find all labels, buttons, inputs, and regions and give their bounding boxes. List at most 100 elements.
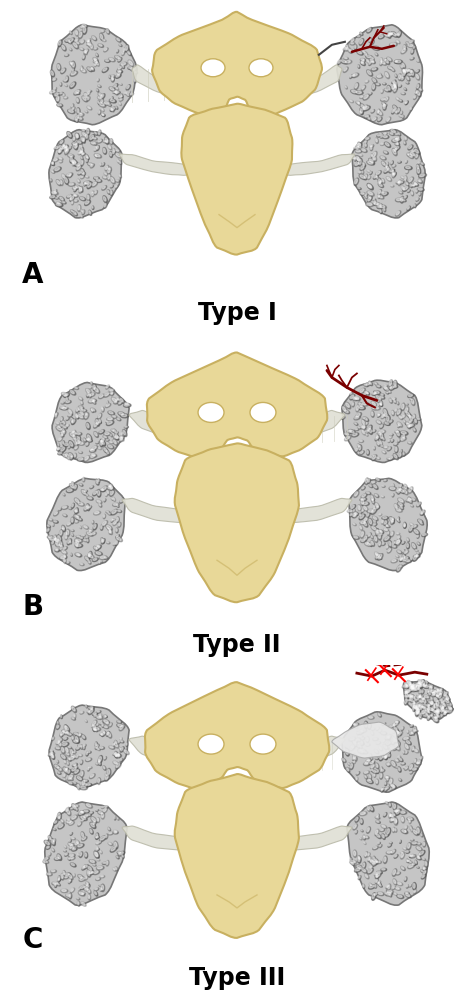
Ellipse shape: [76, 143, 78, 146]
Ellipse shape: [76, 432, 81, 434]
Ellipse shape: [384, 33, 389, 36]
Ellipse shape: [397, 142, 399, 146]
Ellipse shape: [51, 539, 55, 543]
Ellipse shape: [46, 873, 52, 876]
Ellipse shape: [386, 414, 388, 417]
Ellipse shape: [356, 143, 362, 148]
Ellipse shape: [364, 107, 369, 110]
Ellipse shape: [98, 97, 101, 99]
Ellipse shape: [64, 80, 68, 82]
Ellipse shape: [52, 542, 54, 544]
Ellipse shape: [91, 142, 96, 145]
Ellipse shape: [81, 760, 83, 764]
Ellipse shape: [355, 429, 359, 431]
Ellipse shape: [362, 86, 365, 89]
Ellipse shape: [59, 158, 62, 160]
Ellipse shape: [341, 416, 344, 418]
Ellipse shape: [353, 850, 357, 857]
Ellipse shape: [72, 804, 75, 808]
Ellipse shape: [448, 708, 453, 711]
Ellipse shape: [80, 526, 81, 528]
Ellipse shape: [358, 159, 363, 167]
Ellipse shape: [60, 731, 64, 736]
Ellipse shape: [99, 841, 101, 843]
Ellipse shape: [358, 102, 361, 106]
Ellipse shape: [353, 742, 357, 747]
Ellipse shape: [70, 196, 73, 200]
Ellipse shape: [77, 141, 81, 144]
Ellipse shape: [366, 744, 369, 746]
Ellipse shape: [86, 783, 92, 786]
Ellipse shape: [417, 866, 419, 868]
Ellipse shape: [82, 96, 88, 102]
Ellipse shape: [72, 736, 73, 740]
Ellipse shape: [406, 411, 411, 417]
Ellipse shape: [398, 180, 401, 186]
Ellipse shape: [93, 728, 101, 732]
Ellipse shape: [113, 429, 116, 432]
Ellipse shape: [420, 522, 422, 524]
Ellipse shape: [128, 60, 134, 67]
Ellipse shape: [360, 514, 361, 516]
Ellipse shape: [95, 743, 97, 746]
Ellipse shape: [369, 485, 372, 487]
Ellipse shape: [403, 69, 405, 73]
Ellipse shape: [69, 777, 73, 780]
Ellipse shape: [443, 704, 445, 708]
Ellipse shape: [103, 177, 106, 179]
Ellipse shape: [367, 806, 369, 810]
Ellipse shape: [103, 435, 108, 439]
Ellipse shape: [109, 746, 115, 749]
Ellipse shape: [403, 420, 405, 422]
Ellipse shape: [410, 694, 414, 698]
Ellipse shape: [109, 842, 111, 844]
Ellipse shape: [76, 516, 80, 518]
Ellipse shape: [94, 511, 99, 514]
Ellipse shape: [64, 767, 67, 772]
Ellipse shape: [378, 414, 380, 416]
Ellipse shape: [369, 761, 375, 764]
Ellipse shape: [69, 854, 75, 857]
Ellipse shape: [387, 532, 389, 534]
Ellipse shape: [105, 834, 108, 839]
Ellipse shape: [55, 198, 58, 200]
Ellipse shape: [409, 415, 410, 418]
Ellipse shape: [370, 145, 374, 148]
Ellipse shape: [381, 868, 387, 871]
Ellipse shape: [76, 808, 78, 811]
Ellipse shape: [54, 192, 56, 194]
Ellipse shape: [69, 508, 72, 510]
Ellipse shape: [95, 745, 98, 748]
Ellipse shape: [410, 686, 414, 691]
Ellipse shape: [101, 31, 104, 32]
Ellipse shape: [82, 152, 83, 155]
Ellipse shape: [375, 879, 378, 884]
Ellipse shape: [407, 731, 408, 733]
Ellipse shape: [89, 766, 91, 767]
Ellipse shape: [414, 530, 418, 533]
Ellipse shape: [378, 195, 379, 198]
Ellipse shape: [394, 731, 399, 738]
Ellipse shape: [443, 710, 448, 713]
Ellipse shape: [79, 113, 82, 114]
Ellipse shape: [422, 690, 424, 695]
Ellipse shape: [68, 880, 70, 882]
Ellipse shape: [357, 36, 361, 38]
Ellipse shape: [118, 402, 122, 405]
Ellipse shape: [369, 485, 373, 488]
Ellipse shape: [81, 401, 82, 404]
Ellipse shape: [63, 93, 65, 97]
Ellipse shape: [83, 865, 89, 869]
Ellipse shape: [362, 430, 365, 434]
Ellipse shape: [444, 699, 451, 704]
Ellipse shape: [94, 48, 98, 50]
Ellipse shape: [96, 878, 100, 880]
Ellipse shape: [373, 505, 376, 510]
Ellipse shape: [372, 407, 376, 410]
Ellipse shape: [392, 80, 395, 83]
Ellipse shape: [115, 817, 116, 820]
Ellipse shape: [63, 431, 65, 434]
Ellipse shape: [88, 767, 90, 771]
Ellipse shape: [84, 506, 88, 510]
Ellipse shape: [392, 398, 396, 400]
